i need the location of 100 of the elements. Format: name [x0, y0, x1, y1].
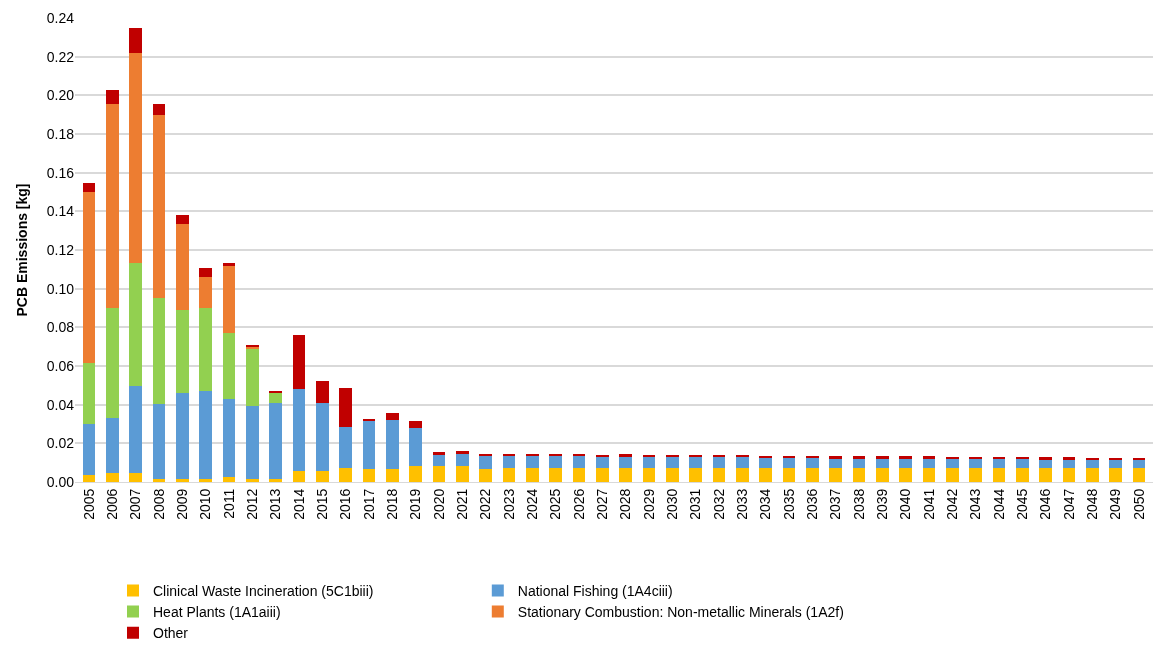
bar	[969, 468, 983, 482]
x-tick-label: 2020	[430, 488, 447, 520]
bar	[82, 192, 96, 364]
y-tick-label: 0.10	[46, 280, 75, 297]
bar	[245, 479, 259, 482]
bar	[129, 385, 143, 474]
x-tick-label: 2009	[173, 488, 190, 520]
bar	[549, 456, 563, 469]
bar	[1132, 468, 1146, 482]
bar	[572, 456, 586, 469]
legend-label: Heat Plants (1A1aiii)	[153, 604, 281, 621]
bar	[619, 468, 633, 482]
bar	[1085, 468, 1099, 482]
bar	[549, 468, 563, 482]
x-tick-label: 2013	[267, 488, 284, 520]
y-tick-label: 0.14	[46, 203, 75, 220]
bar	[689, 454, 703, 458]
x-tick-label: 2041	[920, 488, 937, 520]
bar	[922, 468, 936, 482]
bar	[82, 363, 96, 425]
x-tick-label: 2031	[687, 488, 704, 520]
y-tick-label: 0.00	[46, 473, 75, 490]
bar	[525, 468, 539, 482]
bar	[525, 456, 539, 469]
x-tick-label: 2011	[220, 488, 237, 519]
bar	[385, 413, 399, 421]
bar	[269, 393, 283, 403]
x-tick-label: 2042	[943, 488, 960, 520]
bar	[992, 468, 1006, 482]
x-tick-label: 2023	[500, 488, 517, 520]
x-tick-label: 2038	[850, 488, 867, 520]
bar	[432, 452, 446, 455]
x-tick-label: 2019	[407, 488, 424, 520]
x-tick-label: 2005	[80, 488, 97, 520]
x-tick-label: 2021	[453, 488, 470, 520]
x-tick-label: 2032	[710, 488, 727, 520]
bar	[105, 104, 119, 308]
bar	[1062, 457, 1076, 460]
bar	[315, 470, 329, 482]
bar	[385, 420, 399, 470]
bar	[152, 297, 166, 404]
bar	[479, 455, 493, 469]
legend-label: National Fishing (1A4ciii)	[517, 582, 673, 599]
bar	[82, 183, 96, 192]
bar	[712, 468, 726, 482]
bar	[805, 455, 819, 458]
x-tick-label: 2008	[150, 488, 167, 520]
bar	[689, 468, 703, 482]
bar	[1109, 459, 1123, 469]
bar	[339, 468, 353, 482]
bar	[292, 389, 306, 471]
bar	[829, 468, 843, 482]
bar	[735, 457, 749, 469]
y-tick-label: 0.02	[46, 435, 75, 452]
bar	[875, 468, 889, 482]
x-tick-label: 2046	[1037, 488, 1054, 520]
bar	[105, 307, 119, 419]
bar	[1132, 459, 1146, 469]
legend-label: Other	[153, 625, 189, 642]
bar	[339, 388, 353, 427]
y-tick-label: 0.24	[46, 9, 75, 26]
bar	[199, 390, 213, 479]
bar	[899, 468, 913, 482]
x-tick-label: 2017	[360, 488, 377, 520]
bar	[129, 473, 143, 482]
bar	[899, 456, 913, 459]
bar	[152, 403, 166, 479]
bar	[875, 458, 889, 469]
bar	[595, 454, 609, 457]
y-tick-label: 0.22	[46, 48, 75, 65]
bar	[502, 456, 516, 469]
x-tick-label: 2049	[1107, 488, 1124, 520]
bar	[1085, 459, 1099, 469]
bar	[1109, 468, 1123, 482]
bar	[292, 470, 306, 482]
bar	[595, 468, 609, 482]
bar	[1109, 457, 1123, 460]
bar	[269, 402, 283, 479]
x-tick-label: 2027	[593, 488, 610, 520]
bar	[642, 456, 656, 469]
x-tick-label: 2028	[617, 488, 634, 520]
bar	[222, 477, 236, 482]
bar	[175, 479, 189, 482]
y-tick-label: 0.16	[46, 164, 75, 181]
bar	[1015, 458, 1029, 469]
bar	[199, 276, 213, 308]
bar	[175, 310, 189, 393]
bar	[969, 458, 983, 469]
x-tick-label: 2030	[663, 488, 680, 520]
bar	[362, 468, 376, 482]
bar	[759, 468, 773, 482]
x-tick-label: 2033	[733, 488, 750, 520]
bar	[549, 454, 563, 457]
bar	[315, 403, 329, 471]
bar	[922, 456, 936, 459]
y-tick-label: 0.12	[46, 241, 75, 258]
x-tick-label: 2045	[1013, 488, 1030, 520]
x-tick-label: 2024	[523, 488, 540, 520]
bar	[152, 114, 166, 298]
bar	[852, 456, 866, 459]
